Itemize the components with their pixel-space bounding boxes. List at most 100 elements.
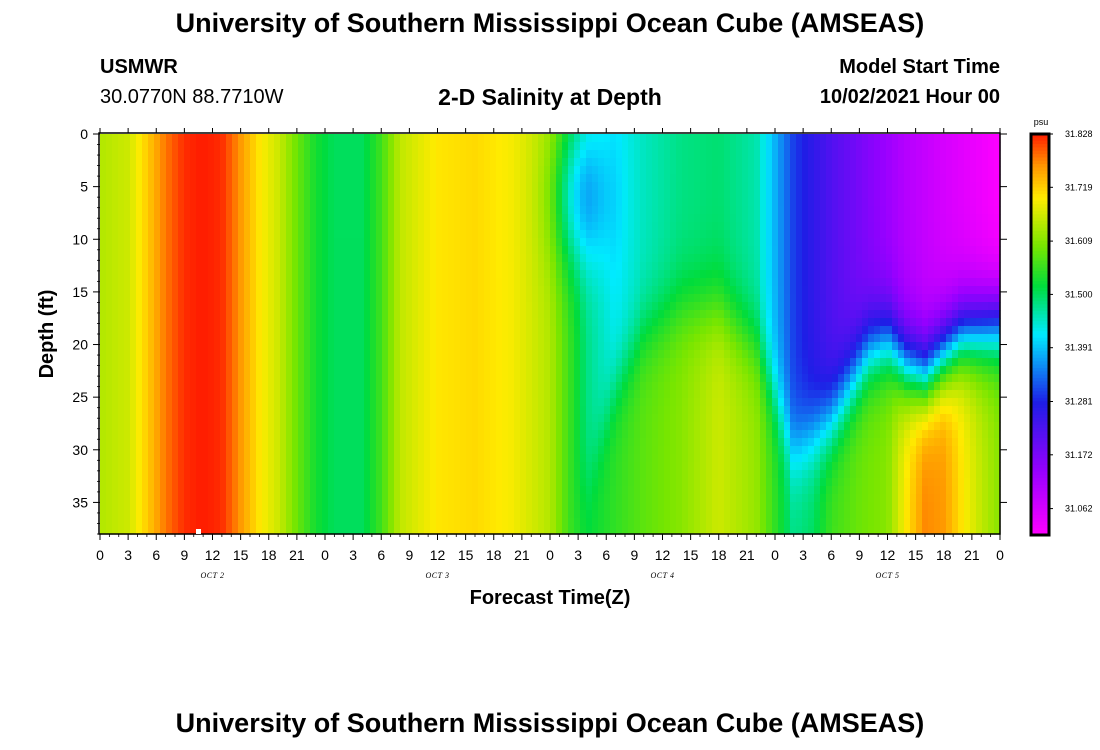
heatmap-cell (424, 486, 431, 495)
heatmap-cell (568, 246, 575, 255)
heatmap-cell (532, 310, 539, 319)
heatmap-cell (394, 174, 401, 183)
heatmap-cell (286, 526, 293, 535)
heatmap-cell (370, 182, 377, 191)
heatmap-cell (442, 382, 449, 391)
heatmap-cell (418, 214, 425, 223)
heatmap-cell (148, 374, 155, 383)
heatmap-cell (676, 382, 683, 391)
heatmap-cell (592, 438, 599, 447)
heatmap-cell (178, 350, 185, 359)
heatmap-cell (238, 526, 245, 535)
heatmap-cell (532, 366, 539, 375)
heatmap-cell (106, 206, 113, 215)
heatmap-cell (406, 342, 413, 351)
heatmap-cell (118, 278, 125, 287)
heatmap-cell (574, 294, 581, 303)
heatmap-cell (532, 358, 539, 367)
heatmap-cell (184, 462, 191, 471)
heatmap-cell (502, 134, 509, 143)
heatmap-cell (520, 438, 527, 447)
heatmap-cell (442, 198, 449, 207)
heatmap-cell (118, 222, 125, 231)
heatmap-cell (610, 150, 617, 159)
heatmap-cell (604, 334, 611, 343)
heatmap-cell (202, 198, 209, 207)
heatmap-cell (586, 510, 593, 519)
heatmap-cell (298, 510, 305, 519)
heatmap-cell (418, 486, 425, 495)
heatmap-cell (496, 166, 503, 175)
heatmap-cell (484, 462, 491, 471)
heatmap-cell (568, 358, 575, 367)
heatmap-cell (406, 526, 413, 535)
heatmap-cell (328, 182, 335, 191)
heatmap-cell (370, 262, 377, 271)
heatmap-cell (640, 238, 647, 247)
heatmap-cell (526, 334, 533, 343)
heatmap-cell (148, 462, 155, 471)
heatmap-cell (394, 366, 401, 375)
heatmap-cell (280, 382, 287, 391)
heatmap-cell (136, 318, 143, 327)
heatmap-cell (502, 374, 509, 383)
heatmap-cell (166, 262, 173, 271)
heatmap-cell (154, 334, 161, 343)
heatmap-cell (136, 278, 143, 287)
heatmap-cell (610, 518, 617, 527)
heatmap-cell (196, 406, 203, 415)
heatmap-cell (622, 494, 629, 503)
heatmap-cell (100, 398, 107, 407)
heatmap-cell (412, 454, 419, 463)
heatmap-cell (658, 310, 665, 319)
heatmap-cell (568, 350, 575, 359)
heatmap-cell (310, 182, 317, 191)
heatmap-cell (496, 278, 503, 287)
heatmap-cell (484, 238, 491, 247)
heatmap-cell (310, 358, 317, 367)
heatmap-cell (148, 302, 155, 311)
heatmap-cell (454, 302, 461, 311)
heatmap-cell (580, 158, 587, 167)
heatmap-cell (448, 182, 455, 191)
heatmap-cell (184, 478, 191, 487)
heatmap-cell (166, 446, 173, 455)
heatmap-cell (406, 406, 413, 415)
heatmap-cell (322, 270, 329, 279)
heatmap-cell (202, 350, 209, 359)
heatmap-cell (400, 294, 407, 303)
heatmap-cell (604, 366, 611, 375)
heatmap-cell (256, 174, 263, 183)
heatmap-cell (178, 150, 185, 159)
heatmap-cell (514, 294, 521, 303)
heatmap-cell (634, 486, 641, 495)
heatmap-cell (262, 246, 269, 255)
heatmap-cell (436, 174, 443, 183)
heatmap-cell (322, 374, 329, 383)
heatmap-cell (220, 494, 227, 503)
heatmap-cell (664, 414, 671, 423)
heatmap-cell (562, 390, 569, 399)
heatmap-cell (190, 174, 197, 183)
heatmap-cell (208, 222, 215, 231)
heatmap-cell (658, 414, 665, 423)
heatmap-cell (580, 174, 587, 183)
heatmap-cell (142, 342, 149, 351)
heatmap-cell (310, 382, 317, 391)
heatmap-cell (238, 430, 245, 439)
heatmap-cell (358, 502, 365, 511)
heatmap-cell (334, 462, 341, 471)
heatmap-cell (556, 150, 563, 159)
heatmap-cell (226, 158, 233, 167)
heatmap-cell (100, 246, 107, 255)
heatmap-cell (580, 510, 587, 519)
heatmap-cell (436, 526, 443, 535)
heatmap-cell (316, 222, 323, 231)
heatmap-cell (286, 286, 293, 295)
heatmap-cell (304, 382, 311, 391)
heatmap-cell (346, 438, 353, 447)
heatmap-cell (502, 190, 509, 199)
heatmap-cell (694, 318, 701, 327)
heatmap-cell (382, 374, 389, 383)
heatmap-cell (604, 342, 611, 351)
